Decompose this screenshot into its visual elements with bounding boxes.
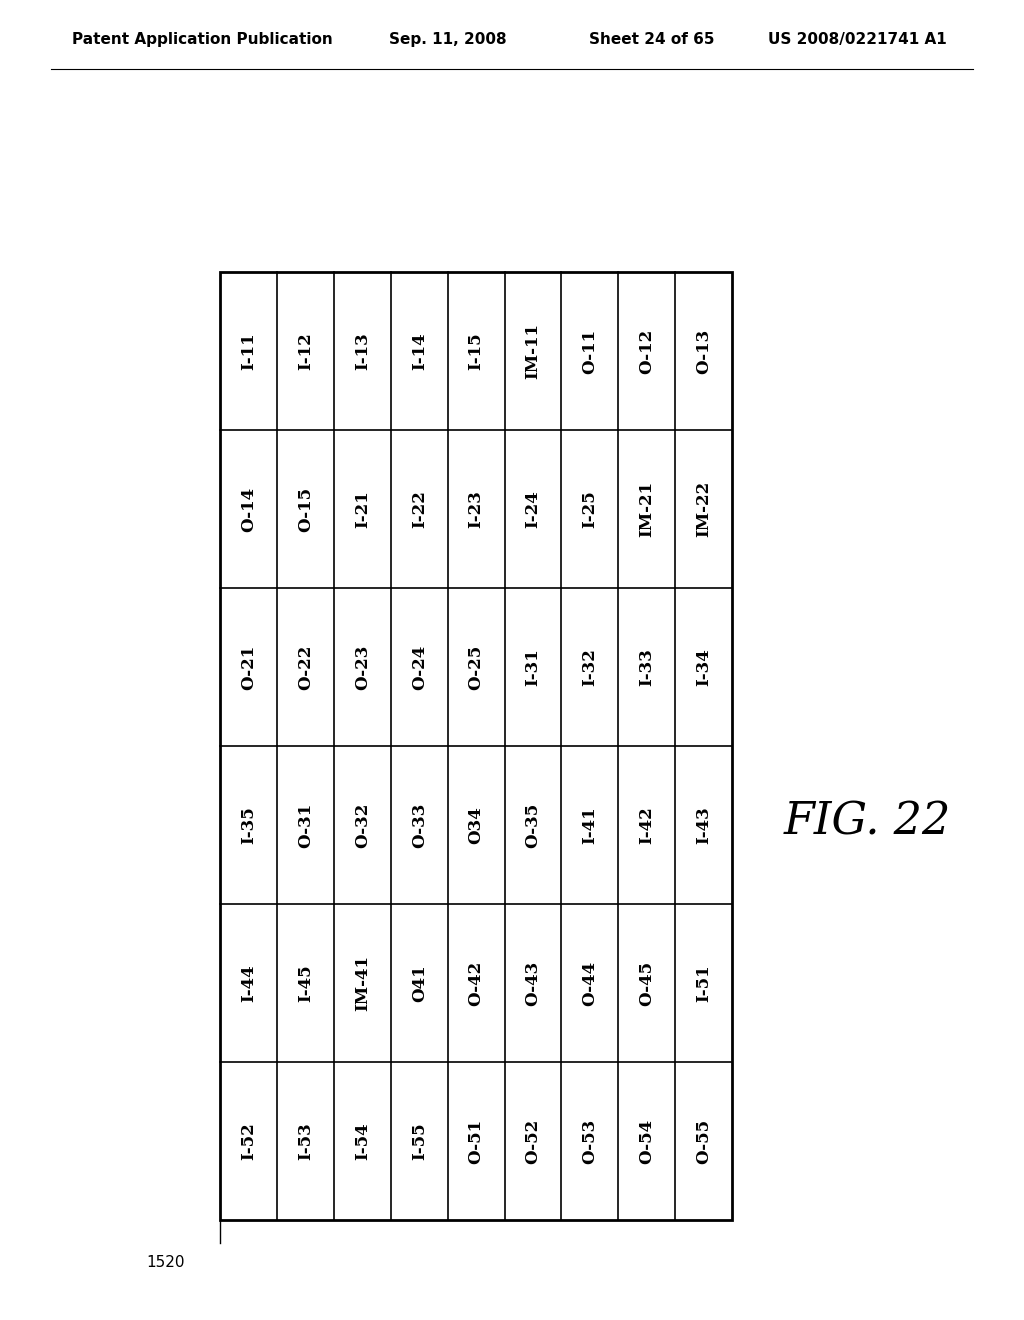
Text: I-53: I-53 [297,1122,314,1160]
Text: I-23: I-23 [468,490,484,528]
Text: O-44: O-44 [582,961,598,1006]
Text: Sheet 24 of 65: Sheet 24 of 65 [589,33,715,48]
Text: I-54: I-54 [354,1122,371,1160]
Text: IM-21: IM-21 [638,480,655,537]
Text: O-23: O-23 [354,644,371,690]
Text: I-24: I-24 [524,490,542,528]
Text: FIG. 22: FIG. 22 [783,800,950,843]
Text: I-52: I-52 [240,1122,257,1160]
Text: O-13: O-13 [695,329,713,374]
Bar [220,272,732,1220]
Text: O-33: O-33 [411,803,428,847]
Text: I-42: I-42 [638,807,655,843]
Text: Sep. 11, 2008: Sep. 11, 2008 [389,33,507,48]
Text: O-35: O-35 [524,803,542,847]
Text: I-25: I-25 [582,490,598,528]
Text: I-45: I-45 [297,965,314,1002]
Text: I-44: I-44 [240,965,257,1002]
Text: O-32: O-32 [354,803,371,847]
Text: O41: O41 [411,965,428,1002]
Text: O-31: O-31 [297,803,314,847]
Text: O-45: O-45 [638,961,655,1006]
Text: I-55: I-55 [411,1122,428,1160]
Text: I-31: I-31 [524,648,542,686]
Text: O-54: O-54 [638,1118,655,1164]
Text: O-53: O-53 [582,1118,598,1164]
Text: O-11: O-11 [582,329,598,374]
Text: O-14: O-14 [240,487,257,532]
Text: O-51: O-51 [468,1118,484,1164]
Text: O-12: O-12 [638,329,655,374]
Text: O-21: O-21 [240,644,257,690]
Text: 1520: 1520 [145,1255,184,1270]
Text: O-15: O-15 [297,487,314,532]
Text: I-21: I-21 [354,490,371,528]
Text: I-43: I-43 [695,807,713,843]
Text: IM-41: IM-41 [354,956,371,1011]
Text: IM-11: IM-11 [524,323,542,379]
Text: I-34: I-34 [695,648,713,686]
Text: I-22: I-22 [411,490,428,528]
Text: O34: O34 [468,807,484,843]
Text: Patent Application Publication: Patent Application Publication [72,33,333,48]
Text: O-43: O-43 [524,961,542,1006]
Text: I-33: I-33 [638,648,655,686]
Text: IM-22: IM-22 [695,480,713,537]
Text: I-14: I-14 [411,333,428,370]
Text: O-42: O-42 [468,961,484,1006]
Text: O-24: O-24 [411,644,428,690]
Text: I-41: I-41 [582,807,598,843]
Text: I-32: I-32 [582,648,598,686]
Text: O-55: O-55 [695,1118,713,1164]
Text: I-35: I-35 [240,807,257,843]
Text: I-12: I-12 [297,333,314,370]
Text: O-22: O-22 [297,644,314,690]
Text: I-11: I-11 [240,333,257,370]
Text: I-51: I-51 [695,965,713,1002]
Text: O-25: O-25 [468,644,484,690]
Text: US 2008/0221741 A1: US 2008/0221741 A1 [768,33,947,48]
Text: I-13: I-13 [354,333,371,370]
Text: O-52: O-52 [524,1118,542,1164]
Text: I-15: I-15 [468,333,484,370]
